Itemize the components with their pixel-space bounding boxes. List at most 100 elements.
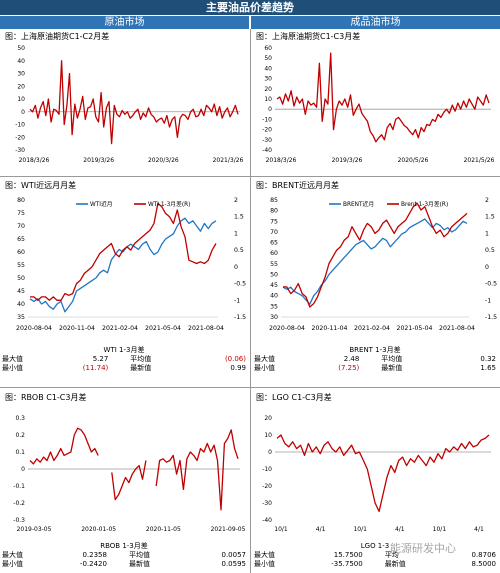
y-tick-label: -0.1 <box>13 483 25 490</box>
y-tick-label: 60 <box>270 250 278 257</box>
y2-tick-label: -1.5 <box>485 314 497 321</box>
x-tick-label: 2020-01-05 <box>81 526 116 533</box>
y-tick-label: 70 <box>270 229 278 236</box>
stat-value: 0.2358 <box>82 551 107 559</box>
crude-market-header: 原油市场 <box>0 16 249 29</box>
x-tick-label: 2021-02-04 <box>354 325 390 332</box>
y-tick-label: -10 <box>262 116 272 123</box>
x-tick-label: 2019/3/26 <box>83 157 114 164</box>
chart-title-c5: 图：RBOB C1-C3月差 <box>5 393 87 402</box>
y-tick-label: 10 <box>264 96 272 103</box>
y-tick-label: 65 <box>17 236 25 243</box>
stat-label: 最新值 <box>128 560 150 568</box>
stat-label: 最小值 <box>254 364 275 372</box>
stat-value: 0.0595 <box>221 560 247 568</box>
x-tick-label: 4/1 <box>474 526 484 533</box>
y2-tick-label: 0.5 <box>485 247 495 254</box>
y2-tick-label: 1 <box>234 230 238 237</box>
stat-value: -0.2420 <box>79 560 107 568</box>
stats-rbob: RBOB 1-3月差 最大值 0.2358 平均值 0.0057 最小值 -0.2420… <box>0 541 248 569</box>
stat-value: 8.5000 <box>471 560 497 568</box>
y-tick-label: -30 <box>262 500 272 507</box>
chart-c3: 80 75 70 65 60 55 50 45 40 35 2 1.5 1 0.5 0 -0.5 -1 -1.5 2… <box>16 197 246 332</box>
y-tick-label: -20 <box>262 483 272 490</box>
x-tick-label: 10/1 <box>433 526 447 533</box>
y-tick-label: 40 <box>17 58 25 65</box>
y-tick-label: 50 <box>17 275 25 282</box>
x-tick-label: 2021-09-05 <box>211 526 246 533</box>
stat-label: 最大值 <box>2 551 23 559</box>
x-tick-label: 10/1 <box>274 526 288 533</box>
y-tick-label: 0.1 <box>15 449 25 456</box>
x-tick-label: 4/1 <box>395 526 405 533</box>
y-tick-label: 50 <box>17 45 25 52</box>
x-tick-label: 2020/3/26 <box>148 157 179 164</box>
x-tick-label: 2021-05-04 <box>145 325 181 332</box>
y-tick-label: -0.2 <box>13 500 25 507</box>
x-tick-label: 2021-08-04 <box>188 325 224 332</box>
stat-value: (0.06) <box>224 355 246 363</box>
y-tick-label: 70 <box>17 223 25 230</box>
x-tick-label: 10/1 <box>353 526 367 533</box>
stat-value: 5.27 <box>92 355 109 363</box>
y-tick-label: -30 <box>262 137 272 144</box>
x-tick-label: 2021-05-04 <box>397 325 433 332</box>
stats-lgo: LGO 1-3 最大值 15.7500 平均 0.8706 最小值 -35.7500 最新… <box>252 541 498 569</box>
chart-title-c3: 图：WTI近远月月差 <box>5 181 77 190</box>
y-tick-label: -10 <box>262 466 272 473</box>
x-tick-label: 2020-11-04 <box>312 325 348 332</box>
y-tick-label: 80 <box>17 197 25 204</box>
stat-label: 最新值 <box>384 560 406 568</box>
stats-brent: BRENT 1-3月差 最大值 2.48 平均值 0.32 最小值 (7.25) 最新值 1… <box>252 345 498 373</box>
y-tick-label: 20 <box>264 86 272 93</box>
stat-label: 平均值 <box>381 355 403 363</box>
section-rule-2 <box>0 387 500 388</box>
y-tick-label: 50 <box>264 55 272 62</box>
y-tick-label: 55 <box>17 262 25 269</box>
stats-title: BRENT 1-3月差 <box>349 346 401 354</box>
y-tick-label: -30 <box>15 147 25 154</box>
products-market-header: 成品油市场 <box>251 16 500 29</box>
y-tick-label: 85 <box>270 197 278 204</box>
x-tick-label: 2020-08-04 <box>16 325 52 332</box>
stats-title: WTI 1-3月差 <box>103 346 145 354</box>
x-tick-label: 2020-11-04 <box>59 325 95 332</box>
y-tick-label: 0 <box>268 449 272 456</box>
stat-label: 最大值 <box>254 551 275 559</box>
y-tick-label: 75 <box>17 210 25 217</box>
series-line-2 <box>30 202 217 301</box>
x-tick-label: 2021/3/26 <box>213 157 244 164</box>
stat-value: -35.7500 <box>331 560 363 568</box>
stat-label: 最大值 <box>254 355 275 363</box>
y2-tick-label: 1 <box>485 230 489 237</box>
series-line-1 <box>282 218 468 305</box>
y-tick-label: 30 <box>270 314 278 321</box>
chart-c4: 85 80 75 70 65 60 55 50 45 40 35 30 2 1.5 1 0.5 0 -0.5 -1 -… <box>269 197 497 332</box>
y2-tick-label: 1.5 <box>485 214 495 221</box>
y2-tick-label: -1.5 <box>234 314 246 321</box>
y2-tick-label: -0.5 <box>234 281 246 288</box>
y-tick-label: 0 <box>268 106 272 113</box>
stat-value: (11.74) <box>82 364 109 372</box>
y-tick-label: 40 <box>264 65 272 72</box>
section-rule-1 <box>0 176 500 177</box>
report-title: 主要油品价差趋势 <box>0 0 500 15</box>
y-tick-label: 0 <box>21 109 25 116</box>
y-tick-label: 0.3 <box>15 415 25 422</box>
stats-wti: WTI 1-3月差 最大值 5.27 平均值 (0.06) 最小值 (11.74) 最新值… <box>0 345 248 373</box>
x-tick-label: 2020-08-04 <box>269 325 305 332</box>
y-tick-label: 40 <box>17 301 25 308</box>
y2-tick-label: 2 <box>234 197 238 204</box>
stat-label: 最小值 <box>2 560 23 568</box>
y-tick-label: 55 <box>270 261 278 268</box>
y2-tick-label: -1 <box>234 297 240 304</box>
y-tick-label: 20 <box>264 415 272 422</box>
x-tick-label: 2020/5/26 <box>398 157 429 164</box>
stat-value: 0.32 <box>480 355 496 363</box>
chart-title-c4: 图：BRENT近远月月差 <box>256 181 339 190</box>
y-tick-label: 10 <box>264 432 272 439</box>
stat-label: 平均 <box>384 551 399 559</box>
y-tick-label: 0 <box>21 466 25 473</box>
y-tick-label: -40 <box>262 147 272 154</box>
